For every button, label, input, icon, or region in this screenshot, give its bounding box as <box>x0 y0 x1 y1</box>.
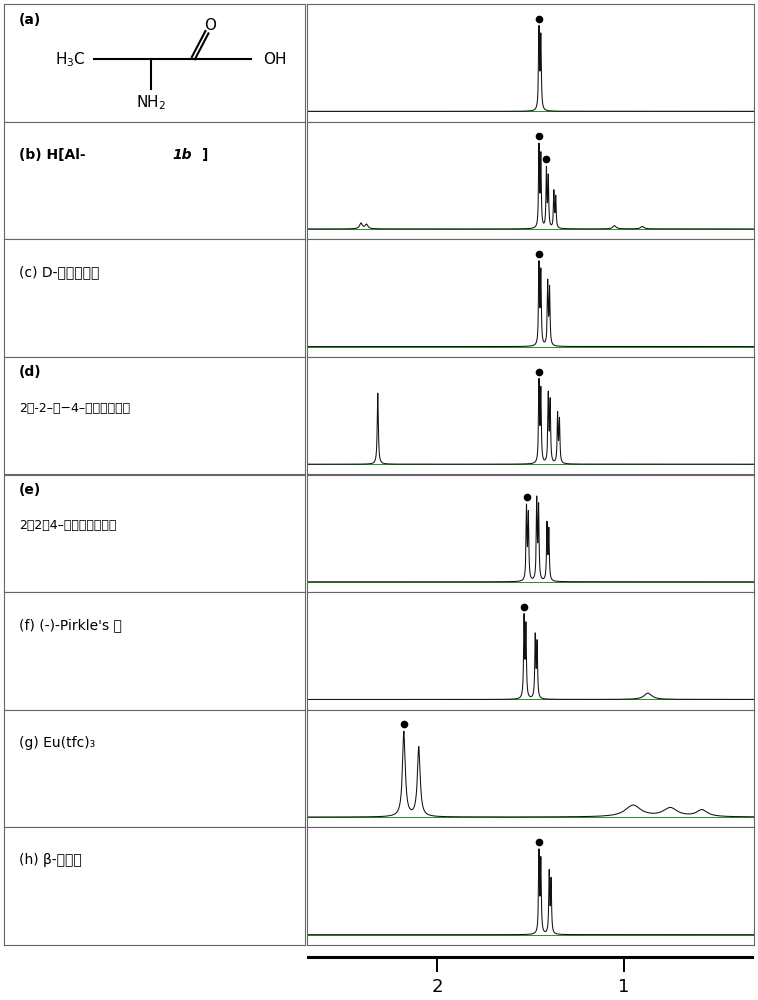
Text: O: O <box>204 18 216 33</box>
Text: (e): (e) <box>19 483 41 497</box>
Text: (f) (-)-Pirkle's 醇: (f) (-)-Pirkle's 醇 <box>19 618 122 632</box>
Text: (g) Eu(tfc)₃: (g) Eu(tfc)₃ <box>19 736 95 750</box>
Text: 2（­2–甲−4–氯苯氧）丙酸: 2（­2–甲−4–氯苯氧）丙酸 <box>19 402 130 415</box>
Text: 2: 2 <box>431 978 443 996</box>
Text: NH$_2$: NH$_2$ <box>136 93 166 112</box>
Text: (h) β-环糊精: (h) β-环糊精 <box>19 853 82 867</box>
Text: ]: ] <box>202 148 208 162</box>
Text: OH: OH <box>263 52 287 67</box>
Text: (d): (d) <box>19 365 42 379</box>
Text: 2（2，4–二氯苯氧）丙酸: 2（2，4–二氯苯氧）丙酸 <box>19 519 116 532</box>
Text: (c) D-苯基乙醇酸: (c) D-苯基乙醇酸 <box>19 265 99 279</box>
Text: H$_3$C: H$_3$C <box>55 50 86 69</box>
Text: (b) H[Al-: (b) H[Al- <box>19 148 86 162</box>
Text: 1b: 1b <box>172 148 192 162</box>
Text: 1: 1 <box>618 978 629 996</box>
Text: (a): (a) <box>19 13 41 27</box>
